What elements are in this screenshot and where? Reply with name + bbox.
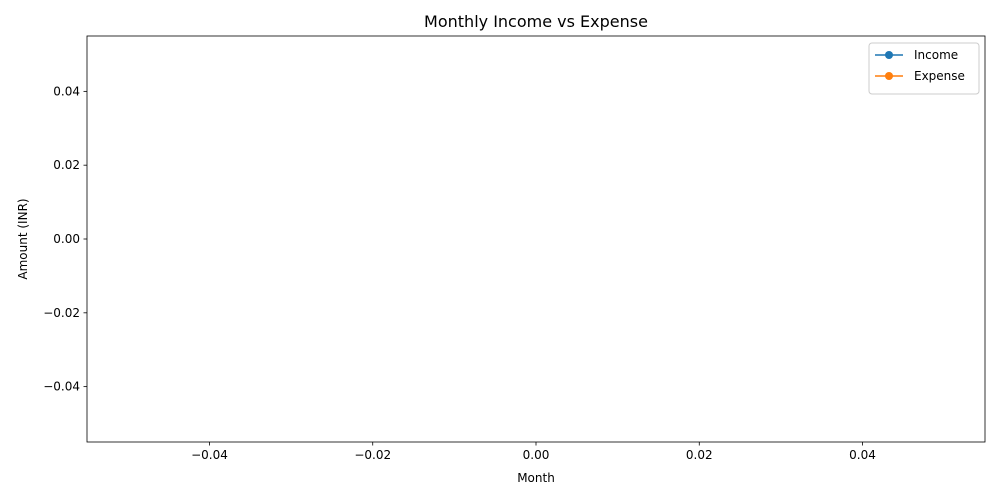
x-tick-label: 0.02 [686, 448, 713, 462]
legend-items: Income Expense [875, 48, 965, 83]
axes-frame [86, 35, 986, 443]
y-tick-label: 0.00 [53, 232, 80, 246]
legend: Income Expense [868, 42, 980, 95]
chart-title: Monthly Income vs Expense [424, 12, 648, 31]
x-tick-label: −0.02 [354, 448, 391, 462]
y-axis-ticks: −0.04 −0.02 0.00 0.02 0.04 [43, 84, 87, 394]
x-axis-label: Month [517, 471, 555, 485]
x-tick-label: 0.00 [523, 448, 550, 462]
y-tick-label: −0.04 [43, 380, 80, 394]
x-axis-ticks: −0.04 −0.02 0.00 0.02 0.04 [191, 442, 876, 462]
plot-area [86, 35, 986, 443]
y-axis-label: Amount (INR) [16, 198, 30, 279]
legend-label-income: Income [914, 48, 958, 62]
legend-marker-income [885, 51, 893, 59]
legend-label-expense: Expense [914, 69, 965, 83]
legend-marker-expense [885, 72, 893, 80]
y-tick-label: 0.04 [53, 84, 80, 98]
y-tick-label: 0.02 [53, 158, 80, 172]
x-tick-label: −0.04 [191, 448, 228, 462]
y-tick-label: −0.02 [43, 306, 80, 320]
x-tick-label: 0.04 [849, 448, 876, 462]
